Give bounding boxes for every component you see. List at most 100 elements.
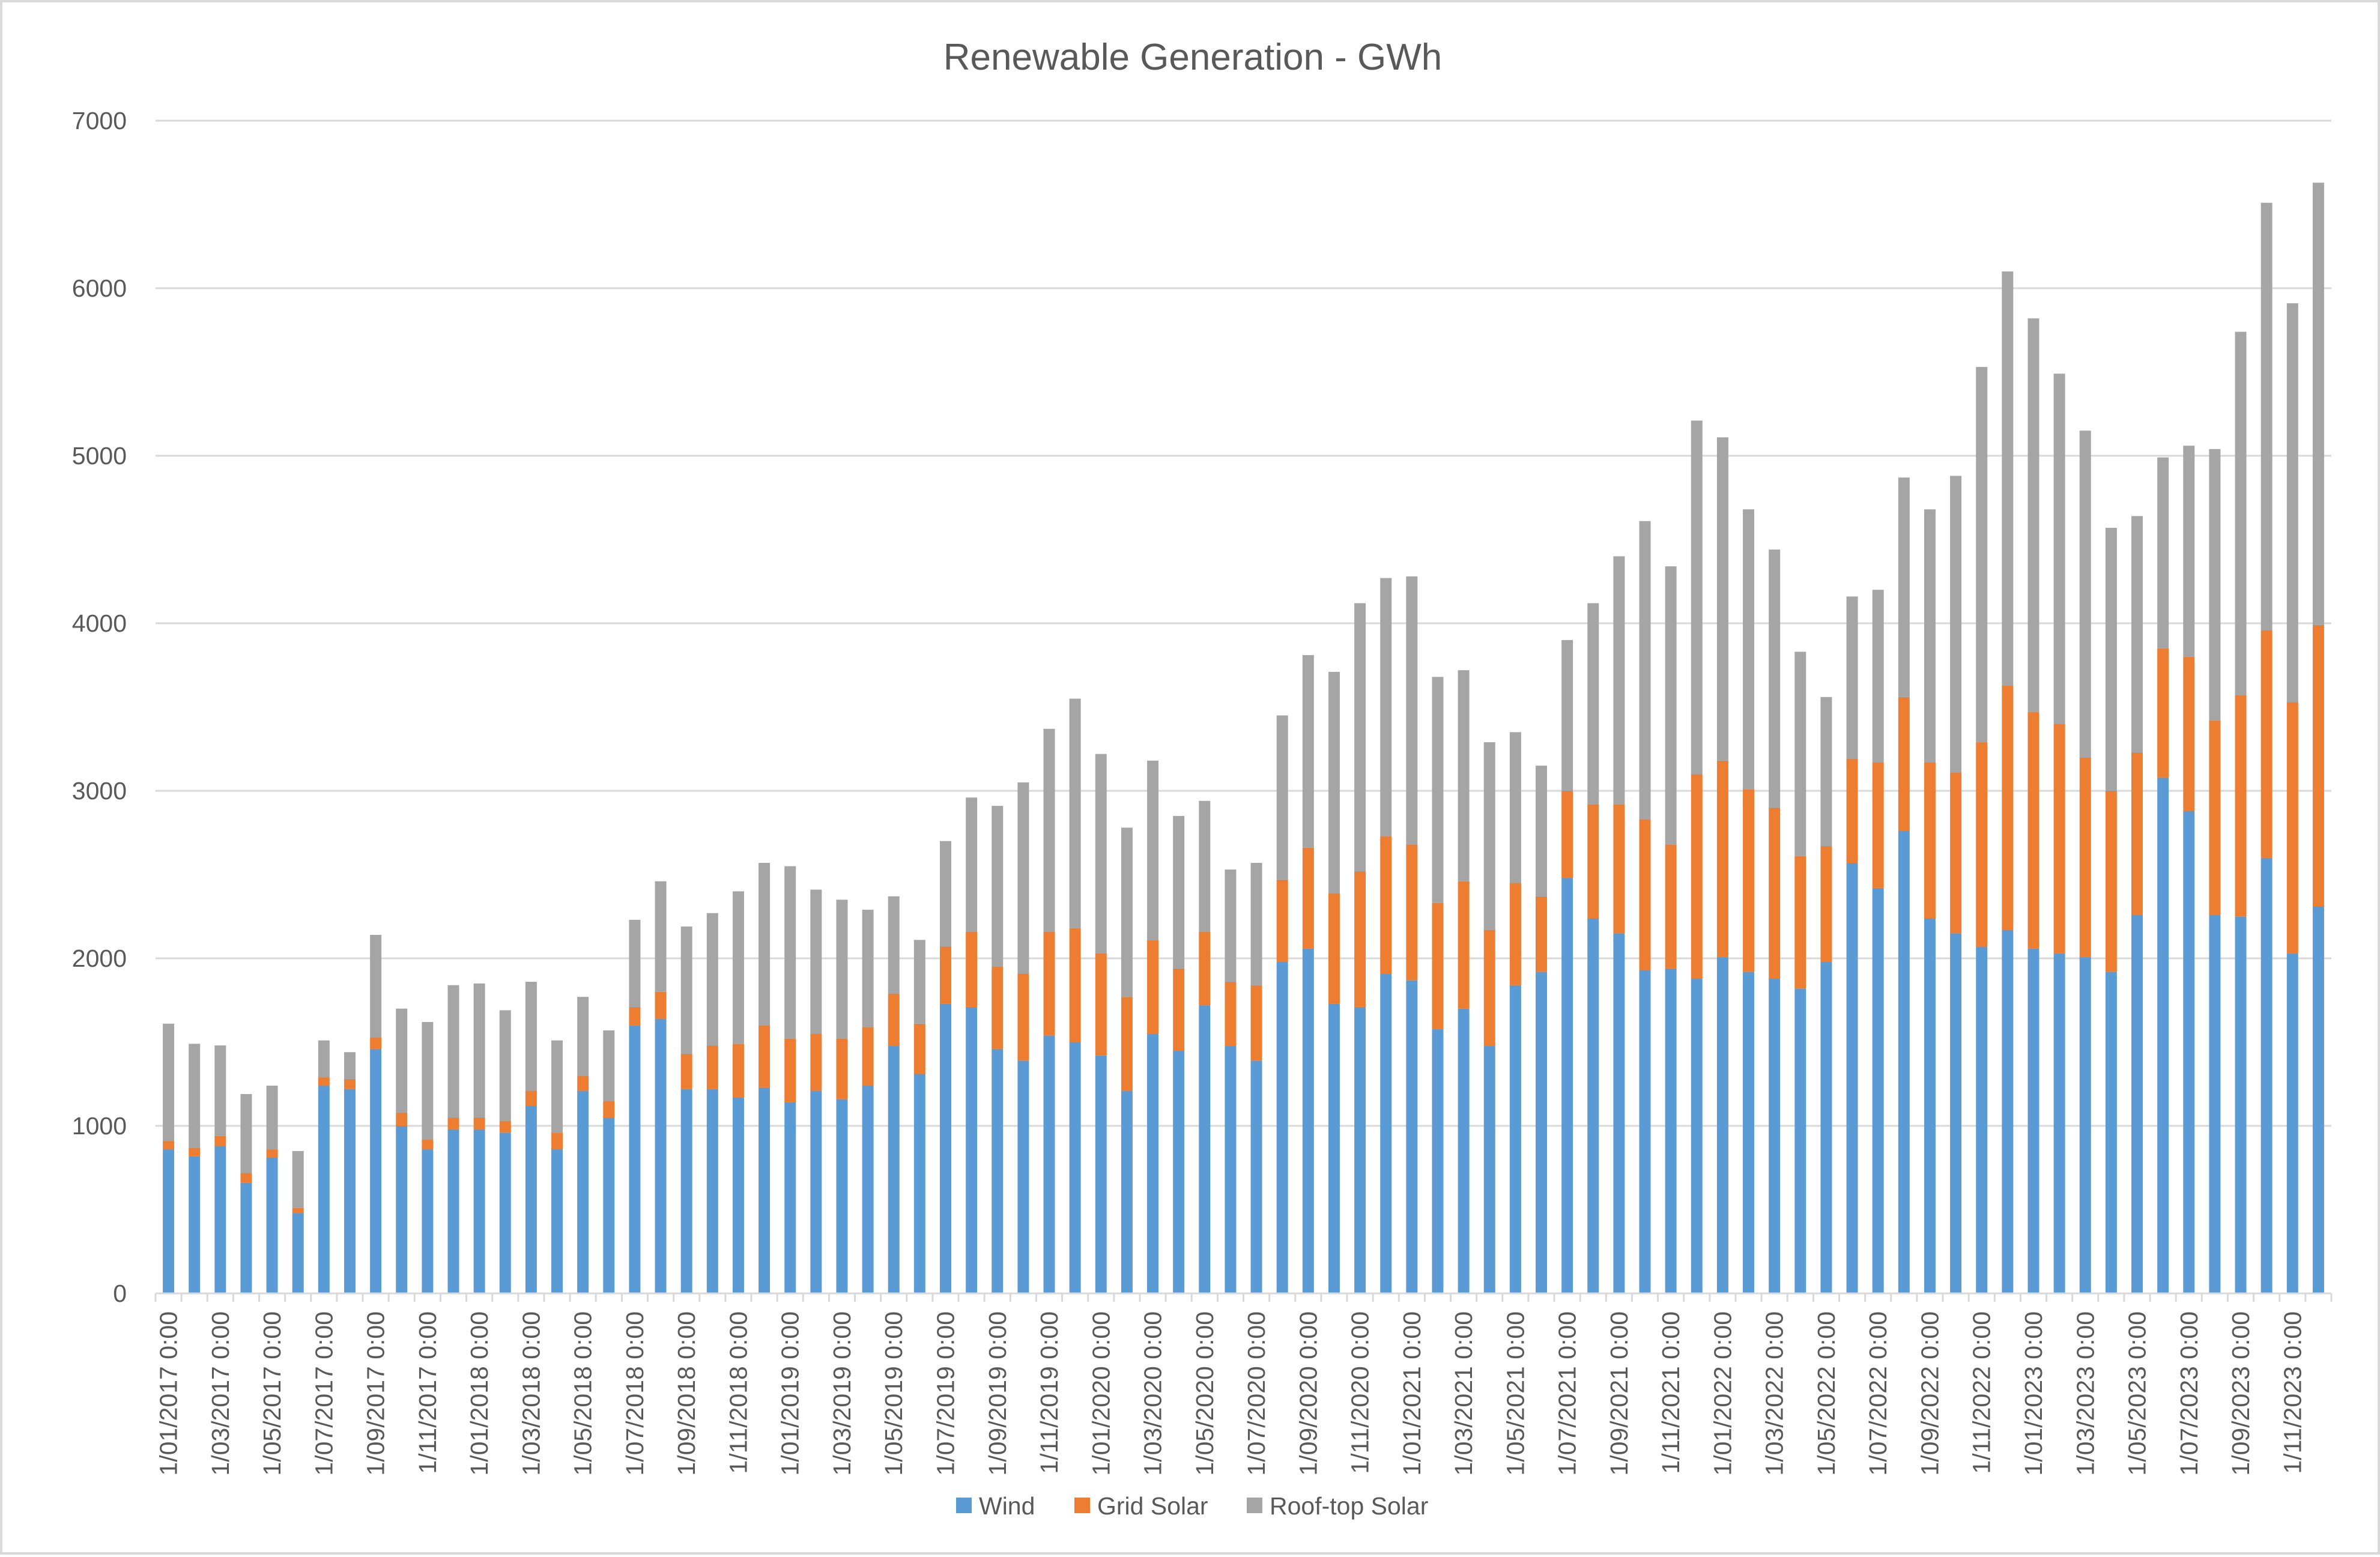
bar-roof-top-solar <box>1432 677 1444 903</box>
bar-roof-top-solar <box>810 889 822 1034</box>
bar-wind <box>2312 906 2324 1293</box>
bar-grid-solar <box>732 1044 744 1098</box>
bar-wind <box>706 1089 718 1293</box>
bar-grid-solar <box>1121 997 1133 1091</box>
bar-grid-solar <box>784 1038 796 1102</box>
bar-wind <box>422 1149 434 1293</box>
bar-grid-solar <box>2183 656 2195 811</box>
bar-grid-solar <box>1380 836 1392 974</box>
bar-roof-top-solar <box>551 1040 563 1133</box>
bar-roof-top-solar <box>1069 698 1081 928</box>
bar-grid-solar <box>1924 762 1936 919</box>
bar-wind <box>2209 915 2221 1293</box>
x-tick-label: 1/01/2019 0:00 <box>777 1311 804 1476</box>
bar-roof-top-solar <box>836 899 848 1039</box>
bar-roof-top-solar <box>1536 766 1547 896</box>
bar-roof-top-solar <box>2209 449 2221 721</box>
bar-wind <box>1095 1055 1107 1293</box>
x-tick-label: 1/11/2018 0:00 <box>724 1311 752 1474</box>
bar-wind <box>1950 933 1962 1293</box>
bar-roof-top-solar <box>189 1044 201 1148</box>
bar-grid-solar <box>1017 973 1029 1061</box>
x-tick-label: 1/07/2022 0:00 <box>1864 1311 1892 1476</box>
x-tick-label: 1/05/2022 0:00 <box>1812 1311 1840 1476</box>
x-tick-label: 1/05/2017 0:00 <box>258 1311 286 1476</box>
legend-swatch <box>1074 1498 1090 1513</box>
bar-roof-top-solar <box>396 1008 408 1113</box>
x-tick-label: 1/01/2023 0:00 <box>2020 1311 2047 1476</box>
bar-grid-solar <box>629 1006 641 1026</box>
x-tick-label: 1/07/2019 0:00 <box>931 1311 959 1476</box>
bar-wind <box>1354 1006 1366 1293</box>
bar-roof-top-solar <box>1846 596 1858 759</box>
bar-grid-solar <box>2235 695 2247 917</box>
bar-grid-solar <box>1716 760 1728 957</box>
bar-roof-top-solar <box>2183 446 2195 657</box>
bar-roof-top-solar <box>163 1023 175 1141</box>
bar-wind <box>862 1086 874 1293</box>
bar-wind <box>1976 946 1988 1293</box>
bar-wind <box>1483 1045 1495 1293</box>
bar-wind <box>810 1090 822 1293</box>
bar-roof-top-solar <box>1950 476 1962 773</box>
bar-grid-solar <box>603 1101 615 1118</box>
bar-wind <box>1872 887 1884 1293</box>
bar-grid-solar <box>1147 940 1159 1034</box>
bar-roof-top-solar <box>1716 437 1728 761</box>
bar-wind <box>344 1089 356 1293</box>
bar-wind <box>1225 1045 1237 1293</box>
bar-wind <box>992 1048 1004 1293</box>
bar-roof-top-solar <box>499 1010 511 1121</box>
bar-wind <box>214 1146 226 1293</box>
chart-title: Renewable Generation - GWh <box>943 37 1443 78</box>
bar-grid-solar <box>2157 648 2169 778</box>
x-tick-label: 1/07/2018 0:00 <box>621 1311 649 1476</box>
bar-wind <box>1536 972 1547 1293</box>
bar-wind <box>1328 1003 1340 1293</box>
bar-roof-top-solar <box>1017 782 1029 974</box>
x-tick-label: 1/11/2021 0:00 <box>1657 1311 1685 1474</box>
bar-roof-top-solar <box>1898 477 1910 697</box>
bar-roof-top-solar <box>318 1040 330 1078</box>
bar-grid-solar <box>1872 762 1884 888</box>
legend-label: Grid Solar <box>1097 1492 1208 1520</box>
bar-roof-top-solar <box>447 985 459 1118</box>
bar-wind <box>966 1006 978 1293</box>
x-tick-label: 1/05/2020 0:00 <box>1191 1311 1219 1476</box>
bar-roof-top-solar <box>1328 671 1340 893</box>
x-tick-label: 1/11/2020 0:00 <box>1346 1311 1374 1474</box>
bar-grid-solar <box>525 1090 537 1106</box>
x-tick-label: 1/01/2017 0:00 <box>155 1311 183 1476</box>
bar-grid-solar <box>163 1141 175 1150</box>
x-tick-label: 1/03/2021 0:00 <box>1450 1311 1477 1476</box>
x-tick-label: 1/03/2019 0:00 <box>828 1311 856 1476</box>
legend: Wind Grid Solar Roof-top Solar <box>956 1492 1428 1520</box>
bar-wind <box>759 1087 771 1293</box>
bar-wind <box>1147 1033 1159 1293</box>
bar-wind <box>1458 1008 1470 1293</box>
bar-wind <box>473 1129 485 1293</box>
bar-wind <box>1406 980 1418 1293</box>
bar-wind <box>447 1129 459 1293</box>
bar-roof-top-solar <box>1587 603 1599 805</box>
bar-roof-top-solar <box>992 806 1004 967</box>
bar-wind <box>1173 1050 1185 1293</box>
bar-wind <box>2053 953 2065 1293</box>
bar-roof-top-solar <box>1976 367 1988 743</box>
bar-grid-solar <box>810 1033 822 1091</box>
bar-wind <box>680 1089 692 1293</box>
bar-wind <box>189 1156 201 1293</box>
bar-grid-solar <box>2131 752 2143 915</box>
bar-roof-top-solar <box>862 910 874 1027</box>
bar-grid-solar <box>888 993 900 1046</box>
x-tick-label: 1/03/2020 0:00 <box>1139 1311 1167 1476</box>
bar-roof-top-solar <box>1820 697 1832 847</box>
bar-grid-solar <box>1328 893 1340 1004</box>
bar-roof-top-solar <box>266 1086 278 1150</box>
bar-grid-solar <box>966 931 978 1007</box>
bar-roof-top-solar <box>292 1150 304 1208</box>
bar-grid-solar <box>1509 883 1521 985</box>
bar-wind <box>784 1102 796 1293</box>
bar-wind <box>1924 918 1936 1293</box>
y-tick-label: 5000 <box>72 442 127 470</box>
